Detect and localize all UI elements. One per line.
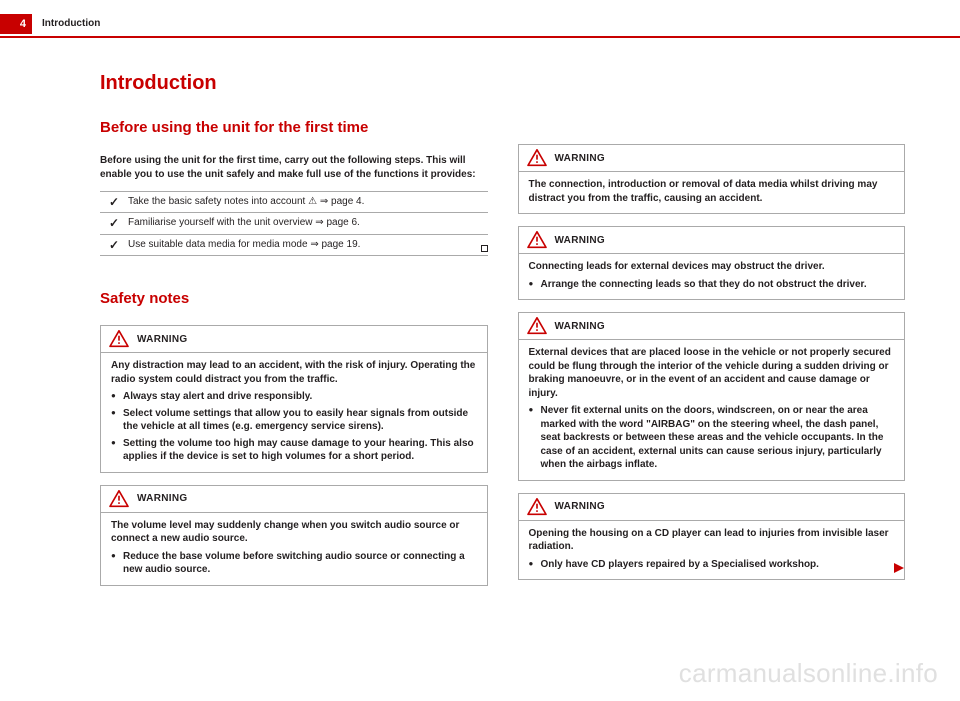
warning-label: WARNING bbox=[555, 235, 605, 246]
checklist-item: ✓ Use suitable data media for media mode… bbox=[100, 234, 488, 255]
warning-box: WARNING External devices that are placed… bbox=[518, 312, 906, 481]
warning-bullet: Arrange the connecting leads so that the… bbox=[529, 278, 895, 292]
checklist-text: Use suitable data media for media mode ⇒… bbox=[128, 238, 488, 252]
warning-body: Any distraction may lead to an accident,… bbox=[101, 353, 487, 472]
warning-bullet: Only have CD players repaired by a Speci… bbox=[529, 558, 895, 572]
continue-arrow-icon bbox=[892, 561, 906, 575]
check-icon: ✓ bbox=[100, 216, 128, 230]
warning-body: The volume level may suddenly change whe… bbox=[101, 513, 487, 585]
watermark: carmanualsonline.info bbox=[679, 658, 938, 689]
header-rule bbox=[0, 36, 960, 38]
checklist: ✓ Take the basic safety notes into accou… bbox=[100, 191, 488, 256]
warning-icon bbox=[109, 330, 129, 348]
right-column: WARNING The connection, introduction or … bbox=[518, 72, 906, 598]
warning-bullet: Always stay alert and drive responsibly. bbox=[111, 390, 477, 404]
page-number: 4 bbox=[0, 14, 32, 34]
warning-box: WARNING The connection, introduction or … bbox=[518, 144, 906, 214]
warning-lead: The connection, introduction or removal … bbox=[529, 178, 895, 205]
warning-header: WARNING bbox=[519, 494, 905, 521]
warning-header: WARNING bbox=[519, 227, 905, 254]
section-heading-before: Before using the unit for the first time bbox=[100, 119, 488, 136]
section-heading-safety: Safety notes bbox=[100, 290, 488, 307]
warning-box: WARNING Opening the housing on a CD play… bbox=[518, 493, 906, 581]
warning-box: WARNING The volume level may suddenly ch… bbox=[100, 485, 488, 586]
warning-body: The connection, introduction or removal … bbox=[519, 172, 905, 213]
checklist-item: ✓ Take the basic safety notes into accou… bbox=[100, 191, 488, 212]
check-icon: ✓ bbox=[100, 195, 128, 209]
warning-bullet: Never fit external units on the doors, w… bbox=[529, 404, 895, 472]
left-column: Introduction Before using the unit for t… bbox=[100, 72, 488, 598]
warning-body: External devices that are placed loose i… bbox=[519, 340, 905, 480]
warning-header: WARNING bbox=[519, 313, 905, 340]
warning-label: WARNING bbox=[555, 153, 605, 164]
header-section-title: Introduction bbox=[42, 14, 100, 34]
checklist-text: Take the basic safety notes into account… bbox=[128, 195, 488, 209]
warning-icon bbox=[527, 149, 547, 167]
end-marker-icon bbox=[481, 245, 488, 252]
check-icon: ✓ bbox=[100, 238, 128, 252]
warning-bullet: Reduce the base volume before switching … bbox=[111, 550, 477, 577]
intro-paragraph: Before using the unit for the first time… bbox=[100, 154, 488, 181]
warning-label: WARNING bbox=[555, 501, 605, 512]
warning-lead: Opening the housing on a CD player can l… bbox=[529, 527, 895, 554]
warning-lead: Connecting leads for external devices ma… bbox=[529, 260, 895, 274]
warning-bullet: Setting the volume too high may cause da… bbox=[111, 437, 477, 464]
warning-icon bbox=[527, 498, 547, 516]
warning-icon bbox=[527, 317, 547, 335]
warning-lead: Any distraction may lead to an accident,… bbox=[111, 359, 477, 386]
warning-header: WARNING bbox=[519, 145, 905, 172]
warning-icon bbox=[109, 490, 129, 508]
checklist-text: Familiarise yourself with the unit overv… bbox=[128, 216, 488, 230]
warning-label: WARNING bbox=[137, 493, 187, 504]
checklist-item: ✓ Familiarise yourself with the unit ove… bbox=[100, 212, 488, 233]
warning-header: WARNING bbox=[101, 326, 487, 353]
warning-lead: External devices that are placed loose i… bbox=[529, 346, 895, 400]
page-content: Introduction Before using the unit for t… bbox=[100, 72, 905, 598]
warning-header: WARNING bbox=[101, 486, 487, 513]
warning-label: WARNING bbox=[137, 334, 187, 345]
warning-box: WARNING Connecting leads for external de… bbox=[518, 226, 906, 300]
warning-bullet: Select volume settings that allow you to… bbox=[111, 407, 477, 434]
warning-lead: The volume level may suddenly change whe… bbox=[111, 519, 477, 546]
warning-body: Opening the housing on a CD player can l… bbox=[519, 521, 905, 580]
warning-icon bbox=[527, 231, 547, 249]
warning-label: WARNING bbox=[555, 321, 605, 332]
warning-body: Connecting leads for external devices ma… bbox=[519, 254, 905, 299]
warning-box: WARNING Any distraction may lead to an a… bbox=[100, 325, 488, 473]
page-title: Introduction bbox=[100, 72, 488, 95]
